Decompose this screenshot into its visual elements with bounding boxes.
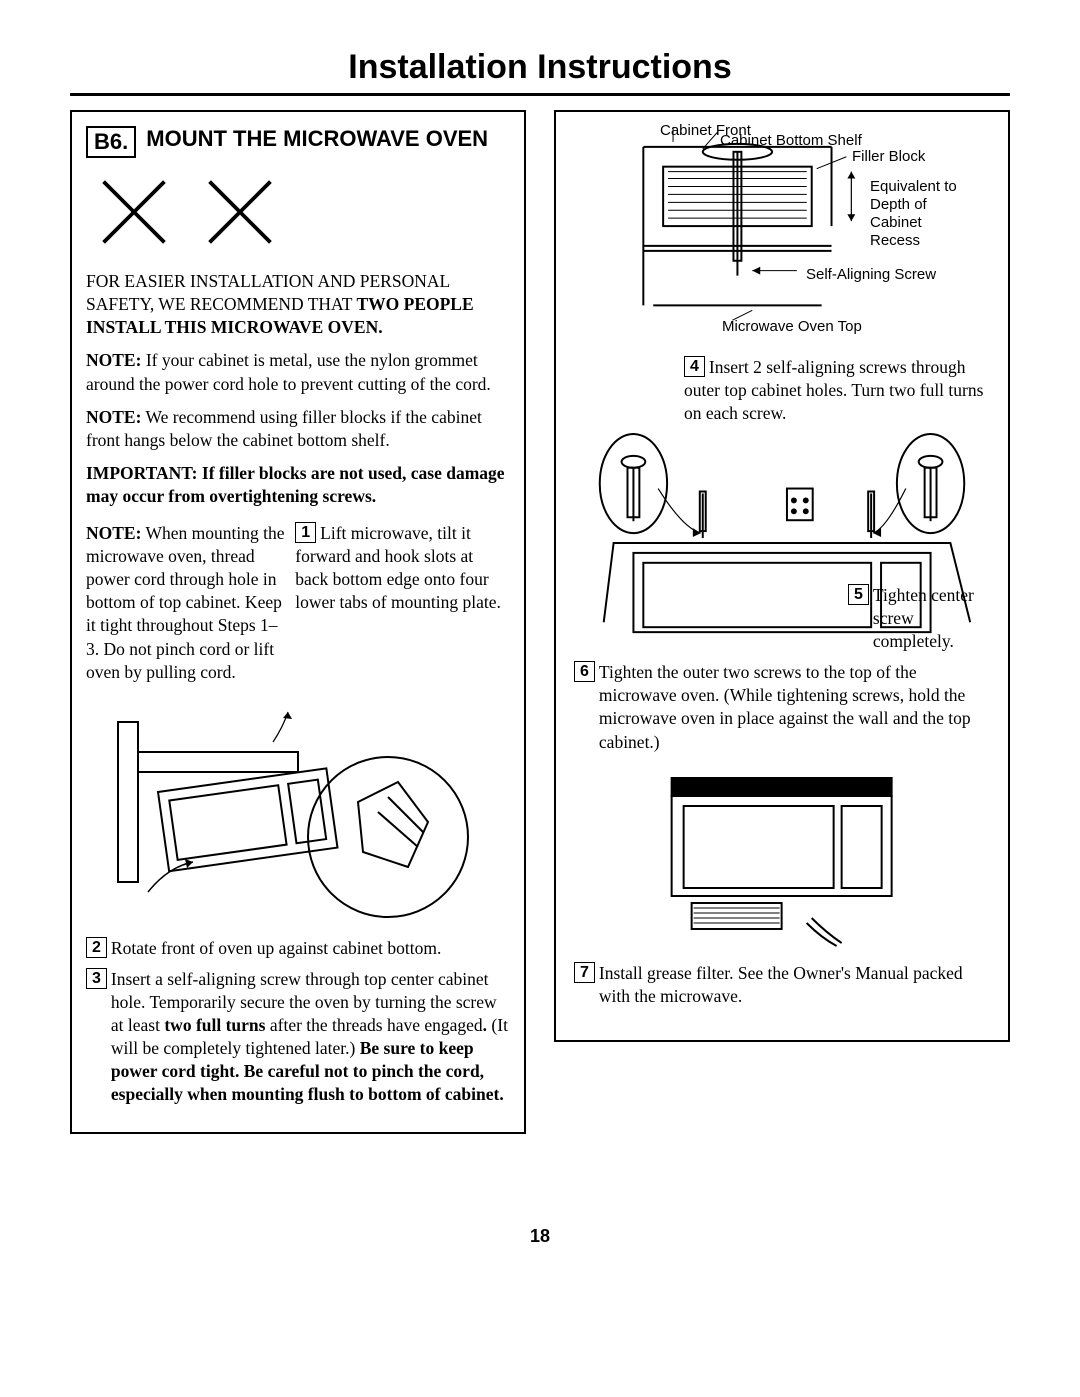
step-text: Tighten the outer two screws to the top … <box>599 661 990 753</box>
step-text: Insert a self-aligning screw through top… <box>111 968 510 1107</box>
step-2: 2 Rotate front of oven up against cabine… <box>86 937 510 960</box>
step-1: 1Lift microwave, tilt it forward and hoo… <box>295 522 510 614</box>
note-text: When mounting the microwave oven, thread… <box>86 523 285 682</box>
right-box: Cabinet Front Cabinet Bottom Shelf Fille… <box>554 110 1010 1042</box>
intro-para: FOR EASIER INSTALLATION AND PERSONAL SAF… <box>86 270 510 339</box>
section-step-id: B6. <box>86 126 136 158</box>
note-label: NOTE: <box>86 407 141 427</box>
note-label: NOTE: <box>86 350 141 370</box>
note-label: NOTE: <box>86 523 141 543</box>
step-number: 6 <box>574 661 595 682</box>
left-column: B6. MOUNT THE MICROWAVE OVEN FOR EASIER … <box>70 110 526 1134</box>
note-text: We recommend using filler blocks if the … <box>86 407 482 450</box>
section-title: MOUNT THE MICROWAVE OVEN <box>146 126 488 152</box>
two-people-icons <box>86 168 510 270</box>
step-3: 3 Insert a self-aligning screw through t… <box>86 968 510 1107</box>
page-title: Installation Instructions <box>70 0 1010 96</box>
step-number: 3 <box>86 968 107 989</box>
important-text: IMPORTANT: If filler blocks are not used… <box>86 462 510 508</box>
step-5: 5 Tighten center screw completely. <box>848 584 988 653</box>
section-header: B6. MOUNT THE MICROWAVE OVEN <box>86 126 510 158</box>
label-equivalent-depth: Equivalent to Depth of Cabinet Recess <box>870 178 970 250</box>
step-text: Lift microwave, tilt it forward and hook… <box>295 523 501 612</box>
label-cabinet-bottom-shelf: Cabinet Bottom Shelf <box>720 132 862 150</box>
left-box: B6. MOUNT THE MICROWAVE OVEN FOR EASIER … <box>70 110 526 1134</box>
label-filler-block: Filler Block <box>852 148 925 166</box>
note-text: If your cabinet is metal, use the nylon … <box>86 350 491 393</box>
label-self-aligning-screw: Self-Aligning Screw <box>806 266 936 284</box>
step-text: Insert 2 self-aligning screws through ou… <box>684 357 983 423</box>
step-number: 5 <box>848 584 869 605</box>
content-columns: B6. MOUNT THE MICROWAVE OVEN FOR EASIER … <box>0 96 1080 1134</box>
note-1: NOTE: If your cabinet is metal, use the … <box>86 349 510 395</box>
step-number: 1 <box>295 522 316 543</box>
step-number: 7 <box>574 962 595 983</box>
step-text: Install grease filter. See the Owner's M… <box>599 962 990 1008</box>
note-2: NOTE: We recommend using filler blocks i… <box>86 406 510 452</box>
x-icon <box>202 174 278 250</box>
diagram-grease-filter <box>661 768 902 948</box>
t: after the threads have engaged <box>265 1015 482 1035</box>
step-text: Rotate front of oven up against cabinet … <box>111 937 510 960</box>
diagram-cabinet-section: Cabinet Front Cabinet Bottom Shelf Fille… <box>574 126 990 346</box>
page-number: 18 <box>0 1226 1080 1247</box>
step-text: Tighten center screw completely. <box>873 584 988 653</box>
mount-note-row: NOTE: When mounting the microwave oven, … <box>86 522 510 684</box>
diagram-lift-microwave <box>86 692 510 927</box>
step-number: 4 <box>684 356 705 377</box>
step-number: 2 <box>86 937 107 958</box>
label-microwave-top: Microwave Oven Top <box>722 318 862 336</box>
x-icon <box>96 174 172 250</box>
diagram-screws: 5 Tighten center screw completely. <box>574 433 990 653</box>
step-6: 6 Tighten the outer two screws to the to… <box>574 661 990 753</box>
step-4: 4Insert 2 self-aligning screws through o… <box>574 356 990 425</box>
mount-note: NOTE: When mounting the microwave oven, … <box>86 522 285 684</box>
right-column: Cabinet Front Cabinet Bottom Shelf Fille… <box>554 110 1010 1134</box>
step-7: 7 Install grease filter. See the Owner's… <box>574 962 990 1008</box>
t: two full turns <box>164 1015 265 1035</box>
